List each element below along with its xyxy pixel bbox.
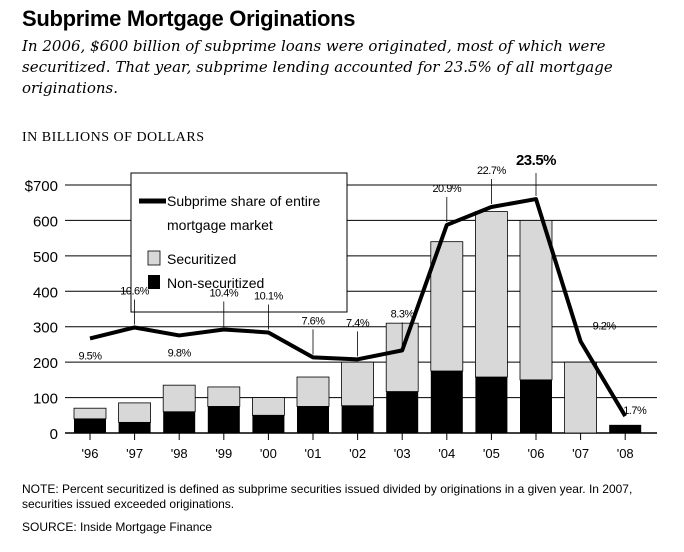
legend-swatch-securitized xyxy=(147,250,161,266)
legend-label-line-2: mortgage market xyxy=(167,217,273,233)
bar-non-securitized xyxy=(609,424,642,433)
x-tick-label: '05 xyxy=(483,446,500,461)
chart-note: NOTE: Percent securitized is defined as … xyxy=(22,482,633,511)
legend-label-non-securitized: Non-securitized xyxy=(167,275,264,291)
bar-non-securitized xyxy=(74,418,106,433)
x-tick-label: '98 xyxy=(171,446,188,461)
bar-securitized xyxy=(341,361,375,407)
bar-non-securitized xyxy=(163,411,196,433)
chart-subtitle: In 2006, $600 billion of subprime loans … xyxy=(22,37,613,97)
chart-source: SOURCE: Inside Mortgage Finance xyxy=(22,520,213,534)
x-tick-label: '01 xyxy=(305,446,322,461)
chart-title: Subprime Mortgage Originations xyxy=(22,6,356,31)
bar-non-securitized xyxy=(297,406,329,433)
share-data-label: 1.7% xyxy=(623,405,647,417)
y-axis-unit-label: IN BILLIONS OF DOLLARS xyxy=(22,130,205,145)
y-tick-label: 0 xyxy=(50,426,58,443)
bar-securitized xyxy=(430,241,464,372)
legend-box xyxy=(130,172,348,313)
share-data-label: 20.9% xyxy=(432,183,461,195)
bar-securitized xyxy=(474,211,508,378)
share-data-label: 22.7% xyxy=(477,165,506,177)
bar-non-securitized xyxy=(386,391,419,433)
legend-label-line: Subprime share of entire xyxy=(167,193,321,209)
y-tick-label: 300 xyxy=(33,320,58,337)
share-data-label: 10.6% xyxy=(120,285,149,297)
bar-securitized xyxy=(118,402,151,423)
y-tick-label: 200 xyxy=(33,355,58,372)
share-data-label: 8.3% xyxy=(391,308,415,320)
x-tick-label: '04 xyxy=(438,446,455,461)
bar-securitized xyxy=(73,407,107,420)
share-data-label: 9.2% xyxy=(593,320,617,332)
bar-securitized xyxy=(564,361,597,434)
legend-swatch-non-securitized xyxy=(148,275,160,289)
bar-securitized xyxy=(519,220,553,381)
bar-securitized xyxy=(162,384,196,413)
bar-securitized xyxy=(251,397,285,416)
x-tick-label: '07 xyxy=(572,446,589,461)
share-line xyxy=(89,197,627,418)
legend-label-securitized: Securitized xyxy=(167,251,236,267)
x-tick-label: '96 xyxy=(82,446,99,461)
y-tick-label: $700 xyxy=(25,178,58,195)
bar-non-securitized xyxy=(520,379,552,433)
x-tick-label: '06 xyxy=(528,446,545,461)
y-tick-label: 400 xyxy=(33,284,58,301)
share-data-label: 7.6% xyxy=(301,315,325,327)
x-tick-label: '97 xyxy=(126,446,143,461)
bar-securitized xyxy=(207,386,241,407)
bar-non-securitized xyxy=(118,422,151,433)
bar-non-securitized xyxy=(430,371,463,433)
share-data-label: 23.5% xyxy=(516,152,556,169)
x-tick-label: '03 xyxy=(394,446,411,461)
share-data-label: 10.1% xyxy=(254,290,283,302)
bar-non-securitized xyxy=(341,405,374,433)
y-tick-label: 600 xyxy=(33,213,58,230)
share-data-label: 9.8% xyxy=(168,347,192,359)
bar-securitized xyxy=(296,376,330,407)
bar-securitized xyxy=(385,322,419,392)
bar-non-securitized xyxy=(207,406,240,433)
x-tick-label: '02 xyxy=(349,446,366,461)
share-data-label: 10.4% xyxy=(209,287,238,299)
chart: 0 100 200 300 400 500 $700 600 '96 '97 '98 '99 '00 '0… xyxy=(25,152,657,461)
bar-non-securitized xyxy=(475,377,508,433)
share-data-label: 9.5% xyxy=(78,350,102,362)
y-tick-label: 100 xyxy=(33,391,58,408)
y-tick-label: 500 xyxy=(33,249,58,266)
x-tick-label: '99 xyxy=(215,446,232,461)
share-data-label: 7.4% xyxy=(346,317,370,329)
bar-non-securitized xyxy=(252,415,285,433)
x-tick-label: '08 xyxy=(617,446,634,461)
x-tick-label: '00 xyxy=(260,446,277,461)
